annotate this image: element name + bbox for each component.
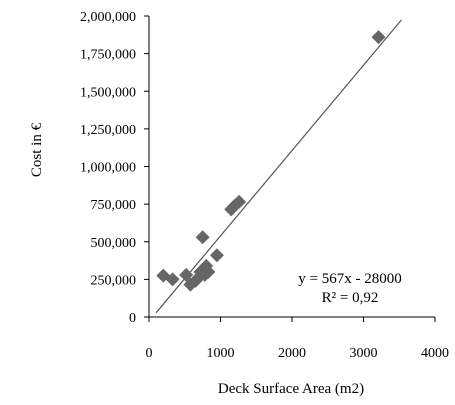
y-tick-label: 1,250,000 (80, 123, 136, 138)
y-tick-label: 0 (129, 311, 136, 326)
data-point-diamond (371, 30, 386, 45)
trendline (155, 19, 402, 314)
x-tick-label: 3000 (350, 346, 378, 361)
y-tick-label: 1,500,000 (80, 85, 136, 100)
data-point-diamond (179, 267, 194, 282)
y-tick-label: 250,000 (91, 273, 137, 288)
x-tick-label: 0 (146, 346, 153, 361)
y-axis-title: Cost in € (29, 122, 45, 177)
data-point-diamond (209, 248, 224, 263)
data-point-diamond (201, 264, 216, 279)
y-tick-label: 1,750,000 (80, 48, 136, 63)
y-tick-label: 1,000,000 (80, 161, 136, 176)
x-tick-label: 4000 (421, 346, 449, 361)
data-point-diamond (195, 230, 210, 245)
y-tick-label: 500,000 (91, 236, 137, 251)
x-axis-title: Deck Surface Area (m2) (218, 381, 364, 397)
y-tick-label: 2,000,000 (80, 10, 136, 25)
equation-annotation: y = 567x - 28000 (298, 271, 401, 287)
x-tick-label: 2000 (278, 346, 306, 361)
data-points (156, 30, 386, 292)
x-tick-label: 1000 (207, 346, 235, 361)
data-point-diamond (165, 272, 180, 287)
y-ticks: 0 250,000 500,000 750,000 1,000,000 1,250,000… (80, 10, 149, 326)
x-ticks: 0 1000 2000 3000 4000 (146, 317, 449, 361)
y-tick-label: 750,000 (91, 198, 137, 213)
data-point-diamond (232, 194, 247, 209)
r-squared-annotation: R² = 0,92 (322, 290, 379, 306)
plot-area: 0 250,000 500,000 750,000 1,000,000 1,250,000… (80, 10, 449, 361)
